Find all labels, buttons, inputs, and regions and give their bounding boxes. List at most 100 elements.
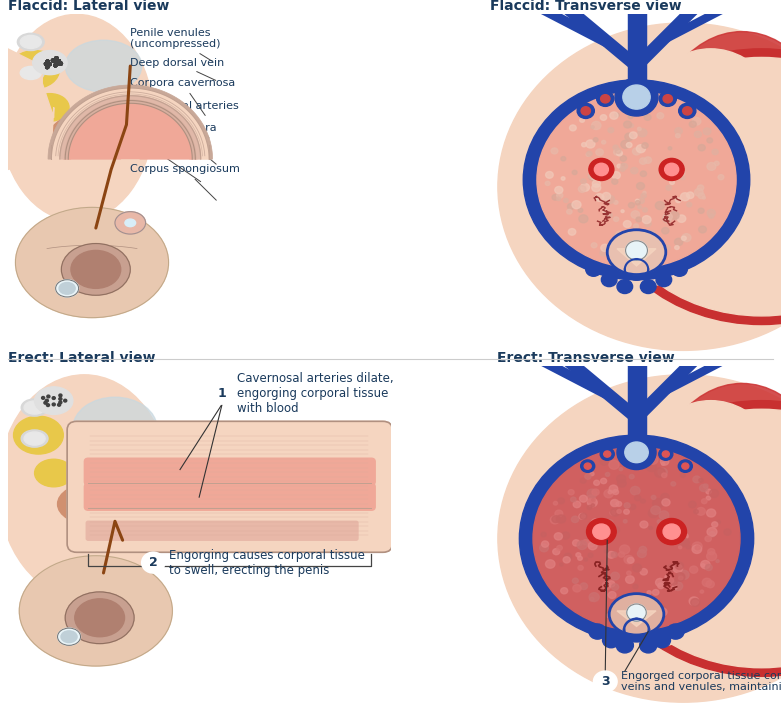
Ellipse shape bbox=[0, 375, 170, 599]
Circle shape bbox=[54, 64, 57, 67]
Circle shape bbox=[712, 149, 719, 154]
Circle shape bbox=[659, 510, 669, 520]
Circle shape bbox=[643, 246, 648, 250]
Circle shape bbox=[651, 238, 657, 243]
Circle shape bbox=[557, 192, 563, 198]
Circle shape bbox=[680, 192, 690, 201]
Circle shape bbox=[658, 607, 667, 616]
Circle shape bbox=[558, 498, 565, 504]
Circle shape bbox=[589, 173, 597, 180]
Circle shape bbox=[681, 176, 685, 180]
Circle shape bbox=[57, 60, 60, 62]
Circle shape bbox=[545, 560, 555, 568]
Circle shape bbox=[633, 584, 638, 589]
Circle shape bbox=[57, 60, 60, 62]
Circle shape bbox=[211, 383, 234, 404]
Circle shape bbox=[694, 131, 701, 137]
Circle shape bbox=[614, 149, 621, 155]
Circle shape bbox=[631, 211, 640, 218]
Ellipse shape bbox=[65, 592, 134, 643]
Circle shape bbox=[57, 60, 60, 62]
Circle shape bbox=[44, 401, 47, 404]
Circle shape bbox=[572, 170, 577, 174]
Ellipse shape bbox=[50, 114, 119, 156]
Ellipse shape bbox=[59, 282, 75, 294]
Circle shape bbox=[625, 453, 632, 460]
Circle shape bbox=[55, 61, 58, 64]
Circle shape bbox=[643, 191, 646, 194]
Circle shape bbox=[55, 57, 58, 60]
Circle shape bbox=[658, 583, 664, 589]
Circle shape bbox=[640, 521, 648, 528]
Circle shape bbox=[591, 498, 594, 501]
Circle shape bbox=[580, 513, 587, 519]
Circle shape bbox=[52, 59, 55, 62]
Circle shape bbox=[671, 482, 676, 486]
Circle shape bbox=[45, 62, 48, 65]
Circle shape bbox=[54, 64, 57, 67]
Circle shape bbox=[41, 396, 45, 399]
Ellipse shape bbox=[20, 66, 41, 80]
Circle shape bbox=[689, 597, 699, 605]
Circle shape bbox=[54, 64, 57, 67]
Circle shape bbox=[689, 501, 696, 508]
Circle shape bbox=[706, 580, 715, 588]
Circle shape bbox=[662, 228, 669, 234]
Circle shape bbox=[638, 129, 647, 136]
Circle shape bbox=[668, 526, 672, 531]
Circle shape bbox=[585, 474, 591, 480]
Circle shape bbox=[602, 582, 611, 589]
Circle shape bbox=[682, 233, 691, 242]
Circle shape bbox=[657, 518, 686, 545]
Circle shape bbox=[52, 403, 55, 406]
Circle shape bbox=[584, 558, 587, 561]
Circle shape bbox=[594, 163, 608, 176]
Circle shape bbox=[52, 59, 55, 62]
Circle shape bbox=[655, 579, 665, 587]
Circle shape bbox=[57, 62, 60, 65]
Circle shape bbox=[676, 174, 680, 177]
Polygon shape bbox=[59, 95, 201, 159]
Circle shape bbox=[672, 582, 683, 590]
Circle shape bbox=[54, 64, 57, 67]
Title: Flaccid: Transverse view: Flaccid: Transverse view bbox=[490, 0, 682, 13]
Circle shape bbox=[602, 633, 619, 648]
Circle shape bbox=[682, 533, 688, 539]
Circle shape bbox=[46, 60, 49, 63]
Circle shape bbox=[45, 62, 48, 65]
Circle shape bbox=[662, 499, 670, 506]
Circle shape bbox=[586, 263, 601, 276]
Circle shape bbox=[595, 194, 604, 201]
Ellipse shape bbox=[55, 280, 79, 297]
Circle shape bbox=[586, 140, 595, 148]
Circle shape bbox=[693, 476, 701, 482]
Ellipse shape bbox=[61, 631, 77, 643]
Circle shape bbox=[45, 62, 48, 65]
Circle shape bbox=[54, 64, 57, 67]
Circle shape bbox=[59, 394, 62, 397]
Circle shape bbox=[57, 60, 60, 62]
Ellipse shape bbox=[609, 594, 664, 635]
Circle shape bbox=[683, 107, 692, 115]
Circle shape bbox=[55, 57, 58, 60]
Circle shape bbox=[671, 579, 677, 585]
Circle shape bbox=[661, 493, 669, 501]
Circle shape bbox=[698, 144, 705, 151]
Circle shape bbox=[640, 280, 656, 294]
Circle shape bbox=[624, 555, 633, 564]
Circle shape bbox=[601, 478, 607, 484]
Circle shape bbox=[662, 473, 667, 477]
Circle shape bbox=[711, 522, 718, 527]
Circle shape bbox=[57, 62, 60, 65]
Circle shape bbox=[664, 213, 672, 220]
Circle shape bbox=[594, 523, 603, 531]
Circle shape bbox=[552, 195, 558, 200]
Circle shape bbox=[554, 501, 558, 505]
Circle shape bbox=[561, 157, 565, 161]
Circle shape bbox=[55, 57, 58, 60]
Circle shape bbox=[611, 508, 619, 516]
Circle shape bbox=[639, 253, 644, 258]
Ellipse shape bbox=[596, 401, 781, 676]
Ellipse shape bbox=[62, 243, 130, 295]
Circle shape bbox=[679, 577, 683, 580]
